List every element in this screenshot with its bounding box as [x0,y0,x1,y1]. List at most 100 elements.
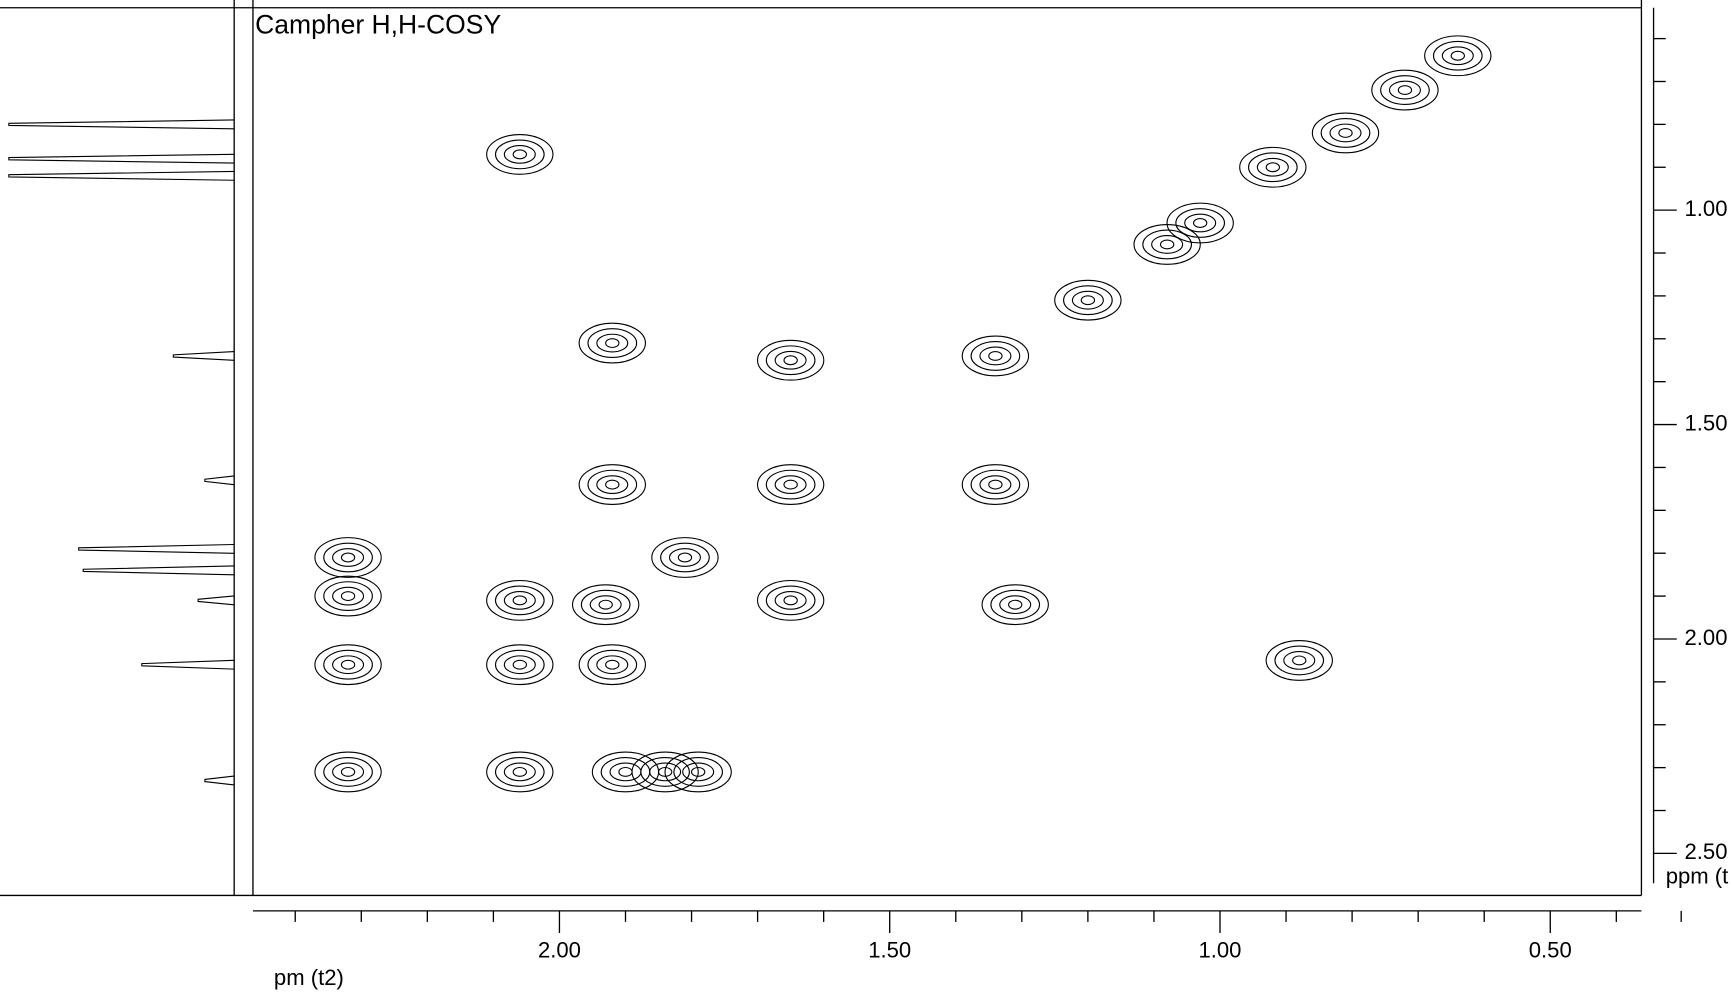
contour [961,464,1030,506]
contour [1063,285,1113,316]
contour [990,589,1041,620]
contour [640,757,690,787]
projection-peak [204,475,235,486]
contour [494,139,545,170]
contour [765,469,816,500]
contour [1265,162,1281,173]
contour [1450,50,1465,61]
cross-peak [578,322,646,364]
cross-peak [756,464,825,506]
contour [332,548,365,567]
contour [1192,218,1208,228]
cross-peak [486,751,554,793]
cross-peak [314,537,382,578]
cross-peak [1166,202,1234,244]
contour [494,649,545,680]
contour [1256,157,1289,177]
contour [981,584,1049,626]
contour [961,335,1030,377]
x-tick-label: 1.00 [1198,938,1241,963]
cross-peak [314,751,382,793]
cross-peak [756,339,825,381]
contour [970,341,1021,371]
cross-peak [756,579,825,621]
contour [1283,651,1316,670]
contour [774,350,807,370]
contour [657,766,673,777]
projection-peak [141,659,235,670]
contour [1239,146,1307,188]
contour [664,751,732,793]
contour [1380,75,1430,105]
contour [1274,645,1325,676]
cross-peak [631,751,699,793]
contour [494,585,545,616]
contour [503,590,536,610]
cross-peak [981,584,1049,626]
cross-peak [578,464,646,506]
contour [988,479,1003,490]
projection-peak [78,543,235,554]
contour [314,537,382,578]
projection-peak [197,595,235,606]
x-tick-label: 1.50 [868,938,911,963]
contour [783,595,798,606]
contour [1184,213,1217,233]
cross-peak [571,584,640,626]
cross-peak [651,537,719,578]
contour [651,537,719,578]
contour [618,766,633,777]
contour [756,579,825,621]
contour [999,595,1032,615]
cross-peak [1424,35,1492,77]
cross-peak [486,579,554,621]
contour [783,355,798,366]
contour [605,659,620,670]
contour [677,552,693,563]
contour [682,762,715,782]
contour [1338,127,1353,138]
x-tick-label: 0.50 [1529,938,1572,963]
cross-peak [961,464,1030,506]
contour [1424,35,1492,77]
contour [783,479,798,490]
contour [503,145,536,164]
contour [332,586,365,606]
contour [596,475,629,494]
contour [596,333,629,353]
contour [970,469,1021,500]
contour [598,599,613,610]
projection-peak [204,775,235,786]
contour [756,339,825,381]
contour [587,469,638,500]
contour [332,655,365,675]
contour [587,649,638,680]
contour [765,345,816,376]
y-tick-label: 1.00 [1685,196,1728,221]
contour [578,644,646,686]
cross-peak [1371,69,1439,111]
contour [1080,295,1096,306]
cross-peak [486,644,554,686]
x-tick-label: 2.00 [538,938,581,963]
contour [332,762,365,782]
contour [1265,639,1333,681]
contour [1159,239,1175,250]
contour [314,575,382,617]
contour [690,766,706,777]
contour [1320,118,1371,148]
contour [486,579,554,621]
chart-title: Campher H,H-COSY [255,10,501,40]
contour [323,757,373,787]
contour [1311,112,1380,154]
contour [314,751,382,793]
cross-peak [314,575,382,617]
y-tick-label: 2.00 [1685,625,1728,650]
contour [660,542,710,573]
projection-peak [8,119,235,130]
contour [340,552,356,563]
contour [1166,202,1234,244]
contour [1247,152,1298,183]
